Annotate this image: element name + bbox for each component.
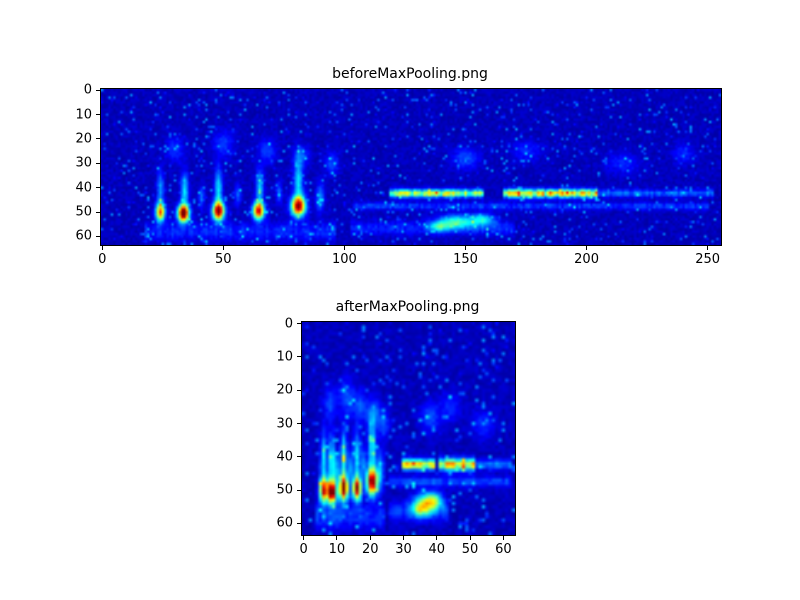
x-tick-label: 150 <box>453 252 478 267</box>
before-plot-title: beforeMaxPooling.png <box>332 66 488 82</box>
after-heatmap-image <box>302 322 515 535</box>
y-tick-mark <box>96 211 100 213</box>
y-tick-label: 10 <box>276 349 293 365</box>
x-tick-label: 50 <box>461 542 479 557</box>
before-heatmap-image <box>101 89 721 245</box>
x-tick-label: 40 <box>428 542 446 557</box>
x-tick-mark <box>502 536 504 540</box>
y-tick-label: 30 <box>276 416 293 431</box>
y-tick-label: 40 <box>276 449 293 465</box>
x-tick-label: 200 <box>574 252 599 267</box>
y-tick-mark <box>297 423 301 424</box>
x-tick-mark <box>222 246 224 250</box>
y-tick-mark <box>297 489 301 491</box>
x-tick-label: 10 <box>328 542 346 557</box>
y-tick-mark <box>96 162 100 164</box>
y-tick-label: 20 <box>75 131 92 147</box>
before-plot-axes: 0 50 100 150 200 250 0 10 20 30 40 50 60 <box>75 84 722 266</box>
y-tick-mark <box>297 522 301 524</box>
after-plot-title: afterMaxPooling.png <box>335 299 480 315</box>
x-tick-label: 100 <box>331 252 357 267</box>
x-tick-mark <box>101 246 103 250</box>
y-tick-mark <box>96 138 100 140</box>
x-tick-mark <box>707 246 709 250</box>
y-tick-mark <box>297 456 301 458</box>
after-plot-axes: 0 10 20 30 40 50 60 0 10 20 30 40 50 60 <box>276 317 516 556</box>
y-tick-mark <box>96 114 100 116</box>
y-tick-label: 40 <box>75 180 92 196</box>
x-tick-label: 250 <box>695 252 721 267</box>
y-tick-mark <box>297 389 301 391</box>
x-tick-mark <box>403 536 404 540</box>
x-tick-mark <box>464 246 466 250</box>
x-tick-mark <box>369 536 371 540</box>
x-tick-mark <box>303 536 305 540</box>
x-tick-mark <box>336 536 338 540</box>
x-tick-label: 20 <box>361 542 379 557</box>
x-tick-mark <box>436 536 438 540</box>
y-tick-label: 50 <box>75 204 92 220</box>
x-tick-label: 50 <box>215 252 232 267</box>
y-tick-label: 20 <box>276 382 293 398</box>
y-tick-label: 0 <box>284 316 293 332</box>
x-tick-mark <box>469 536 471 540</box>
y-tick-mark <box>96 187 100 189</box>
y-tick-label: 30 <box>75 155 92 171</box>
y-tick-mark <box>96 89 100 91</box>
x-tick-mark <box>586 246 588 250</box>
y-tick-label: 0 <box>83 82 92 98</box>
x-tick-label: 0 <box>98 252 107 267</box>
x-tick-label: 60 <box>495 542 512 557</box>
y-tick-label: 10 <box>75 107 92 123</box>
y-tick-mark <box>297 323 301 325</box>
x-tick-label: 0 <box>299 542 308 557</box>
x-tick-mark <box>343 246 345 250</box>
y-tick-label: 60 <box>75 228 92 244</box>
y-tick-mark <box>96 235 100 237</box>
x-tick-label: 30 <box>395 542 412 557</box>
y-tick-label: 50 <box>276 482 293 498</box>
y-tick-label: 60 <box>276 515 293 531</box>
y-tick-mark <box>297 356 301 358</box>
